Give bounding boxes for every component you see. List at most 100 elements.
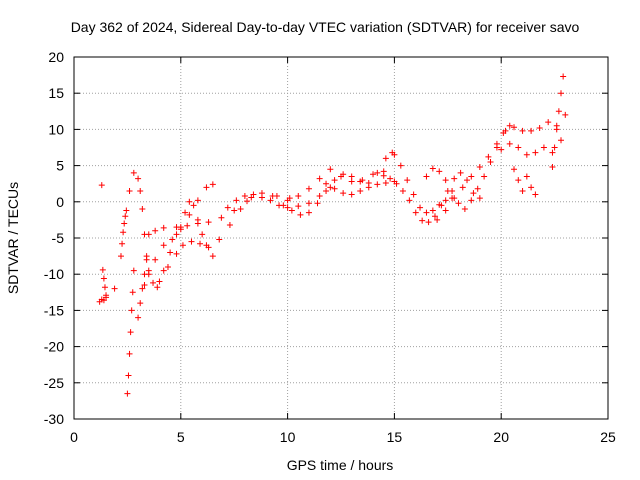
data-point	[370, 171, 377, 178]
data-point	[182, 209, 189, 216]
data-point	[457, 169, 464, 176]
y-tick-label: -25	[44, 375, 64, 391]
data-point	[545, 119, 552, 126]
data-point	[119, 240, 126, 247]
data-point	[393, 180, 400, 187]
data-point	[528, 127, 535, 134]
data-point	[205, 219, 212, 226]
y-tick-label: 10	[48, 121, 64, 137]
data-point	[436, 168, 443, 175]
data-point	[404, 177, 411, 184]
series-arc-d	[124, 267, 137, 397]
data-points	[96, 73, 569, 397]
series-arc-j	[177, 198, 216, 260]
data-point	[476, 164, 483, 171]
data-point	[111, 285, 118, 292]
data-point	[374, 169, 381, 176]
data-point	[519, 187, 526, 194]
data-point	[528, 184, 535, 191]
data-point	[139, 285, 146, 292]
data-point	[237, 206, 244, 213]
series-arc-k	[224, 184, 334, 211]
data-point	[297, 211, 304, 218]
x-tick-label: 5	[177, 429, 185, 445]
x-tick-label: 15	[387, 429, 403, 445]
data-point	[323, 187, 330, 194]
data-point	[122, 213, 129, 220]
data-point	[327, 166, 334, 173]
data-point	[442, 197, 449, 204]
data-point	[429, 207, 436, 214]
data-point	[316, 193, 323, 200]
y-tick-label: -20	[44, 339, 64, 355]
data-point	[498, 146, 505, 153]
data-point	[141, 282, 148, 289]
data-point	[316, 175, 323, 182]
data-point	[199, 231, 206, 238]
data-point	[515, 177, 522, 184]
y-tick-label: 5	[56, 158, 64, 174]
data-point	[152, 227, 159, 234]
data-point	[549, 164, 556, 171]
data-point	[519, 127, 526, 134]
x-tick-label: 0	[70, 429, 78, 445]
data-point	[474, 185, 481, 192]
data-point	[429, 165, 436, 172]
data-point	[348, 178, 355, 185]
data-point	[150, 279, 157, 286]
x-axis-label: GPS time / hours	[287, 457, 394, 473]
data-point	[449, 187, 456, 194]
data-point	[406, 197, 413, 204]
series-arc-p	[391, 151, 456, 216]
y-tick-label: -5	[52, 230, 65, 246]
data-point	[186, 211, 193, 218]
data-point	[506, 122, 513, 129]
data-point	[476, 195, 483, 202]
data-point	[209, 253, 216, 260]
data-point	[241, 193, 248, 200]
data-point	[177, 224, 184, 231]
data-point	[558, 90, 565, 97]
y-tick-label: 0	[56, 194, 64, 210]
data-point	[216, 236, 223, 243]
data-point	[190, 202, 197, 209]
data-point	[338, 173, 344, 180]
data-point	[340, 190, 347, 197]
data-point	[553, 126, 560, 133]
series-isolated	[98, 182, 118, 292]
series-arc-b	[99, 266, 110, 299]
data-point	[410, 191, 417, 198]
data-point	[481, 173, 488, 180]
series-arc-f	[135, 256, 150, 321]
data-point	[258, 194, 265, 201]
data-point	[425, 219, 432, 226]
data-point	[130, 169, 137, 176]
series-arc-i	[156, 190, 276, 285]
data-point	[128, 307, 135, 314]
series-arc-t	[511, 166, 539, 198]
data-point	[203, 184, 210, 191]
data-point	[169, 236, 176, 243]
x-tick-label: 20	[493, 429, 509, 445]
data-point	[194, 197, 201, 204]
data-point	[145, 231, 152, 238]
data-point	[397, 162, 404, 169]
data-point	[160, 242, 167, 249]
data-point	[143, 256, 150, 263]
data-point	[103, 292, 110, 299]
data-point	[359, 177, 366, 184]
data-point	[123, 207, 130, 214]
data-point	[431, 213, 438, 220]
grid-lines	[74, 57, 608, 419]
data-point	[523, 151, 530, 158]
data-point	[167, 249, 174, 256]
data-point	[126, 187, 133, 194]
data-point	[532, 149, 539, 156]
data-point	[549, 149, 556, 156]
data-point	[511, 124, 518, 131]
data-point	[101, 284, 108, 291]
data-point	[423, 173, 430, 180]
data-point	[226, 221, 233, 228]
y-tick-label: 20	[48, 49, 64, 65]
data-point	[331, 177, 338, 184]
